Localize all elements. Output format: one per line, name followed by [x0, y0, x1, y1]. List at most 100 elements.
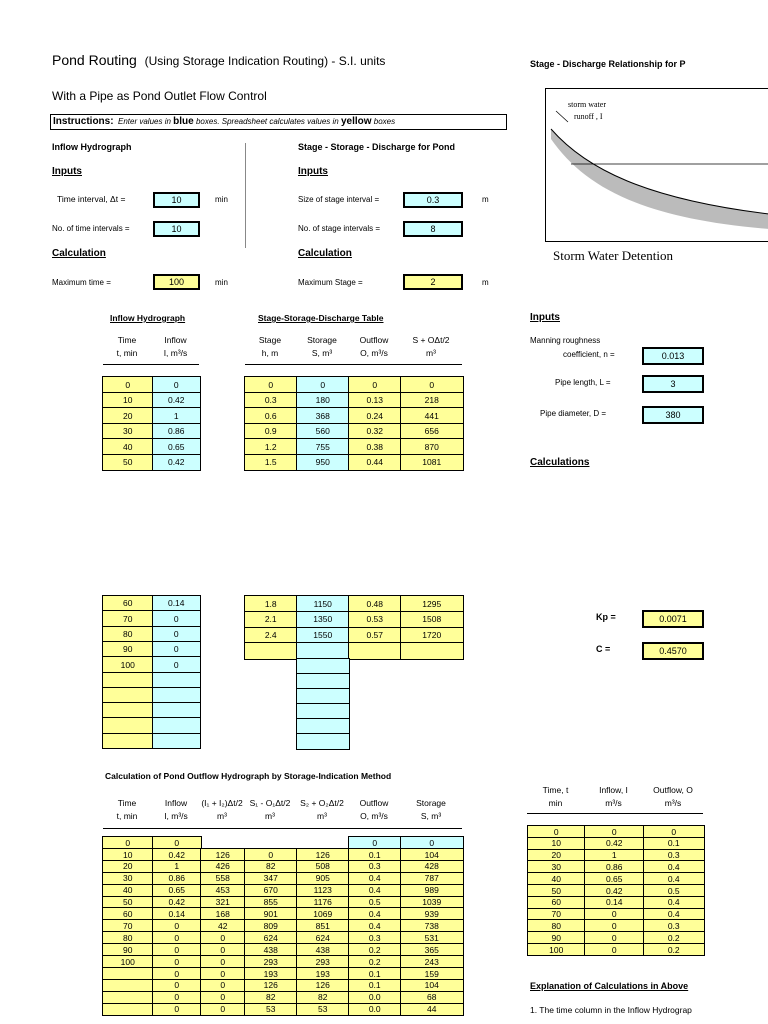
column-header-line2: m³/s: [664, 798, 682, 808]
table-cell: 2.4: [244, 626, 298, 644]
table-cell: [102, 732, 154, 750]
num-intervals-input[interactable]: 10: [153, 221, 200, 237]
manning-input[interactable]: 0.013: [642, 347, 704, 365]
ssd-header-rule: [245, 364, 462, 365]
table-cell[interactable]: 950: [296, 453, 350, 471]
table-cell: [102, 717, 154, 735]
num-stage-label: No. of stage intervals =: [298, 224, 381, 233]
table-cell[interactable]: 755: [296, 438, 350, 455]
routing-table-title: Calculation of Pond Outflow Hydrograph b…: [105, 771, 392, 781]
stage-interval-input[interactable]: 0.3: [403, 192, 463, 208]
c-label: C =: [596, 644, 611, 654]
table-cell[interactable]: 0: [152, 625, 201, 643]
column-header: S₁ - O₁Δt/2 m³: [244, 797, 296, 823]
table-cell: 0.38: [348, 438, 402, 455]
table-cell[interactable]: 0: [152, 640, 201, 658]
figure-caption: Storm Water Detention: [553, 248, 674, 263]
table-cell: 60: [102, 595, 154, 612]
table-cell[interactable]: [152, 732, 201, 750]
column-header-line2: m³: [426, 348, 436, 358]
column-header-line2: O, m³/s: [360, 811, 388, 821]
num-stage-input[interactable]: 8: [403, 221, 463, 237]
column-header: S + OΔt/2 m³: [400, 334, 462, 360]
table-cell[interactable]: 0.14: [152, 595, 201, 612]
column-header-line1: Inflow: [164, 798, 188, 808]
table-cell[interactable]: 0: [152, 610, 201, 628]
column-header-line2: I, m³/s: [163, 348, 188, 358]
table-cell[interactable]: 560: [296, 422, 350, 440]
time-interval-input[interactable]: 10: [153, 192, 200, 208]
table-cell[interactable]: 0: [152, 376, 201, 393]
column-header: Storage S, m³: [400, 797, 462, 823]
table-cell: 0: [348, 376, 402, 393]
column-header: Time t, min: [102, 797, 152, 823]
table-cell: 40: [102, 438, 154, 455]
table-cell[interactable]: 0: [152, 656, 201, 673]
table-cell[interactable]: 0.42: [152, 391, 201, 409]
kp-label: Kp =: [596, 612, 616, 622]
table-cell[interactable]: 1350: [296, 610, 350, 629]
column-header-line1: S + OΔt/2: [412, 335, 450, 345]
table-cell: 0.2: [643, 943, 705, 957]
max-time-label: Maximum time =: [52, 278, 111, 287]
table-cell: 1.2: [244, 438, 298, 455]
table-cell[interactable]: 368: [296, 407, 350, 424]
table-cell: 1.5: [244, 453, 298, 471]
table-cell[interactable]: 0: [296, 376, 350, 393]
pipe-diameter-input[interactable]: 380: [642, 406, 704, 424]
table-cell: 0: [102, 376, 154, 393]
column-header-line2: S, m³: [420, 811, 442, 821]
inflow-section-title: Inflow Hydrograph: [52, 142, 132, 152]
table-cell: [400, 642, 464, 660]
table-cell: [348, 642, 402, 660]
ssd-table-title: Stage-Storage-Discharge Table: [258, 313, 384, 323]
table-cell[interactable]: 1550: [296, 626, 350, 644]
pipe-inputs-heading: Inputs: [530, 312, 560, 323]
column-header-line2: t, min: [116, 811, 138, 821]
table-cell: 1081: [400, 453, 464, 471]
column-header-line1: Time, t: [542, 785, 569, 795]
table-cell[interactable]: [152, 671, 201, 689]
pipe-length-input[interactable]: 3: [642, 375, 704, 393]
table-cell: 1508: [400, 610, 464, 629]
column-header: Outflow O, m³/s: [348, 334, 400, 360]
stage-interval-label: Size of stage interval =: [298, 195, 380, 204]
max-stage-value: 2: [403, 274, 463, 290]
table-cell: 0: [152, 1002, 202, 1016]
table-cell[interactable]: [152, 702, 201, 719]
manning-label-2: coefficient, n =: [563, 350, 615, 359]
table-cell: 0: [400, 376, 464, 393]
table-cell[interactable]: 1150: [296, 595, 350, 613]
pipe-diameter-label: Pipe diameter, D =: [540, 409, 607, 418]
column-header-line2: t, min: [116, 348, 138, 358]
stage-inputs-heading: Inputs: [298, 166, 328, 177]
column-header-line2: O, m³/s: [360, 348, 388, 358]
table-cell: 0.53: [348, 610, 402, 629]
table-cell[interactable]: 0.86: [152, 422, 201, 440]
table-cell: 80: [102, 625, 154, 643]
storage-input-cell[interactable]: [296, 733, 350, 750]
max-time-value: 100: [153, 274, 200, 290]
max-stage-label: Maximum Stage =: [298, 278, 363, 287]
table-cell: 0.13: [348, 391, 402, 409]
table-cell: 44: [400, 1002, 464, 1016]
table-cell: 0.24: [348, 407, 402, 424]
table-cell[interactable]: 180: [296, 391, 350, 409]
table-cell: [244, 642, 298, 660]
column-header-line2: I, m³/s: [164, 811, 188, 821]
column-header-line1: Storage: [416, 798, 446, 808]
table-cell: 0.32: [348, 422, 402, 440]
column-header-line1: Time: [117, 798, 137, 808]
table-cell: 0.44: [348, 453, 402, 471]
table-cell: 656: [400, 422, 464, 440]
table-cell[interactable]: 0.65: [152, 438, 201, 455]
table-cell: 1295: [400, 595, 464, 613]
table-cell[interactable]: [152, 686, 201, 704]
pipe-length-label: Pipe length, L =: [555, 378, 611, 387]
column-header-line1: Inflow, I: [599, 785, 628, 795]
table-cell[interactable]: [152, 717, 201, 735]
column-header: Outflow, O m³/s: [643, 784, 703, 810]
table-cell[interactable]: 0.42: [152, 453, 201, 471]
table-cell[interactable]: 1: [152, 407, 201, 424]
